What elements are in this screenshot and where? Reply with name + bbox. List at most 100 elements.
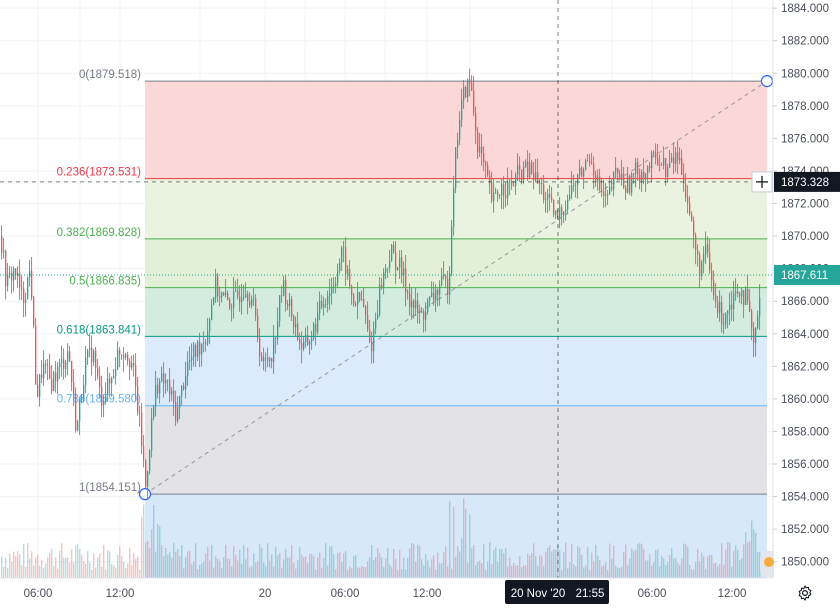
- volume-bar: [737, 549, 739, 578]
- candle-body: [593, 163, 595, 176]
- candle-body: [447, 278, 449, 295]
- candle-body: [499, 195, 501, 196]
- volume-bar: [171, 557, 173, 578]
- candle-body: [631, 173, 633, 193]
- volume-bar: [427, 560, 429, 578]
- volume-bar: [569, 562, 571, 578]
- volume-bar: [461, 538, 463, 578]
- volume-bar: [647, 560, 649, 578]
- volume-bar: [79, 549, 81, 578]
- volume-bar: [615, 565, 617, 578]
- volume-bar: [671, 548, 673, 578]
- volume-bar: [353, 556, 355, 578]
- candle-body: [607, 194, 609, 196]
- candle-body: [677, 152, 679, 161]
- volume-bar: [111, 563, 113, 578]
- candle-body: [495, 191, 497, 193]
- volume-bar: [11, 562, 13, 578]
- last-price-label: 1867.611: [781, 270, 828, 282]
- candle-body: [61, 359, 63, 363]
- candle-body: [49, 366, 51, 379]
- volume-bar: [563, 552, 565, 578]
- candle-body: [193, 344, 195, 358]
- candle-body: [241, 298, 243, 303]
- volume-bar: [131, 565, 133, 578]
- fib-anchor-handle[interactable]: [760, 75, 774, 88]
- candle-body: [209, 320, 211, 332]
- volume-bar: [435, 569, 437, 578]
- candle-body: [501, 184, 503, 196]
- candle-body: [23, 288, 25, 303]
- candle-body: [323, 304, 325, 308]
- volume-bar: [119, 546, 121, 578]
- candle-body: [609, 186, 611, 195]
- candle-body: [623, 173, 625, 188]
- volume-bar: [135, 558, 137, 578]
- candle-body: [627, 176, 629, 193]
- candle-body: [163, 373, 165, 384]
- volume-bar: [537, 565, 539, 578]
- candle-body: [311, 338, 313, 342]
- candle-body: [347, 268, 349, 275]
- candle-body: [657, 158, 659, 166]
- crosshair: [0, 0, 773, 578]
- volume-bar: [637, 543, 639, 578]
- candle-body: [435, 290, 437, 301]
- candle-body: [565, 209, 567, 212]
- candle-body: [553, 199, 555, 215]
- candle-body: [599, 176, 601, 190]
- volume-bar: [667, 561, 669, 578]
- volume-bar: [269, 560, 271, 578]
- volume-bar: [263, 562, 265, 578]
- candle-body: [521, 169, 523, 180]
- volume-bar: [83, 560, 85, 578]
- candle-body: [73, 382, 75, 395]
- candle-body: [35, 325, 37, 385]
- volume-bar: [511, 565, 513, 578]
- candle-body: [179, 395, 181, 408]
- volume-bar: [51, 548, 53, 578]
- price-axis-label: 1872.000: [781, 199, 829, 211]
- candle-body: [137, 386, 139, 413]
- volume-bar: [575, 566, 577, 578]
- candle-body: [581, 168, 583, 177]
- settings-button[interactable]: [794, 582, 816, 604]
- candle-body: [245, 293, 247, 298]
- candle-body: [461, 100, 463, 120]
- candle-body: [585, 160, 587, 170]
- candle-body: [55, 372, 57, 382]
- volume-bar: [419, 545, 421, 578]
- candle-body: [463, 87, 465, 101]
- candle-body: [11, 272, 13, 281]
- volume-bar: [757, 551, 759, 578]
- volume-bar: [339, 552, 341, 578]
- time-axis-label: 06:00: [638, 588, 667, 600]
- candle-body: [505, 195, 507, 198]
- fib-anchor-handle[interactable]: [138, 488, 152, 501]
- time-axis-label: 06:00: [331, 588, 360, 600]
- volume-bar: [725, 549, 727, 578]
- candle-body: [131, 363, 133, 368]
- candle-body: [543, 184, 545, 200]
- volume-bar: [123, 562, 125, 578]
- volume-bar: [377, 548, 379, 578]
- volume-bar: [677, 562, 679, 578]
- volume-bar: [629, 558, 631, 578]
- volume-bar: [539, 555, 541, 578]
- price-axis-label: 1884.000: [781, 3, 829, 15]
- volume-bar: [283, 559, 285, 578]
- scroll-to-realtime-button[interactable]: [760, 551, 774, 577]
- volume-bar: [229, 559, 231, 578]
- candle-body: [583, 169, 585, 177]
- volume-bar: [721, 543, 723, 578]
- candle-body: [539, 183, 541, 184]
- volume-bar: [439, 563, 441, 578]
- volume-bar: [405, 569, 407, 578]
- candle-body: [77, 421, 79, 431]
- volume-bar: [391, 567, 393, 578]
- volume-bar: [527, 553, 529, 578]
- candle-body: [275, 337, 277, 340]
- volume-bar: [181, 545, 183, 578]
- candle-body: [533, 173, 535, 181]
